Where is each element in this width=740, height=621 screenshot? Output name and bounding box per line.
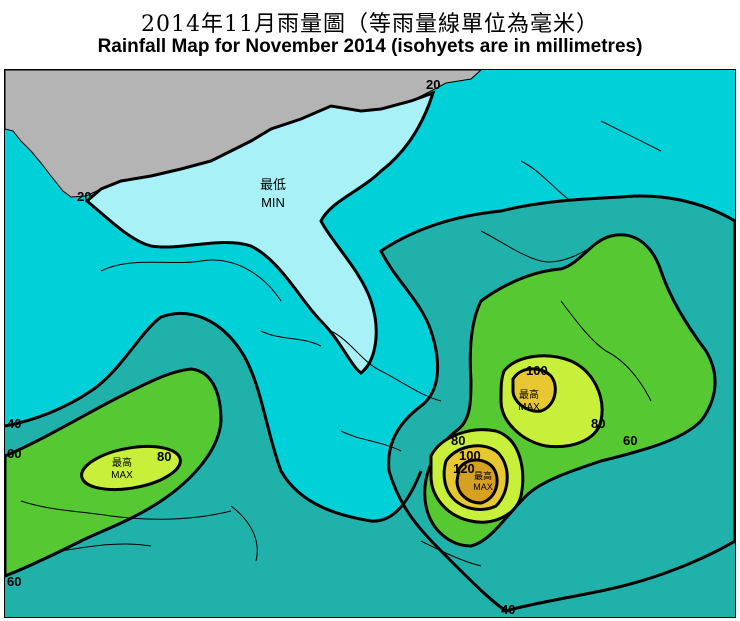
max-east-label-zh: 最高 (519, 388, 539, 401)
isohyet-80-west-max-zone (80, 444, 182, 492)
min-marker: 最低 MIN (260, 177, 286, 210)
max-marker-east: 最高 MAX (518, 388, 540, 413)
max-west-label-en: MAX (111, 470, 133, 481)
isohyet-labels: 20 20 40 40 60 60 60 80 80 80 100 100 12… (7, 77, 637, 617)
label-40-west: 40 (7, 416, 21, 431)
coastlines (20, 120, 662, 567)
label-60-west: 60 (7, 446, 21, 461)
max-east-label-en: MAX (518, 402, 540, 413)
isohyet-band-0-20 (84, 90, 436, 375)
label-80-east: 80 (591, 416, 605, 431)
map-title-chinese: 2014年11月雨量圖（等雨量線單位為毫米） (141, 12, 599, 37)
label-60-southwest: 60 (7, 574, 21, 589)
isohyet-band-100-east (511, 367, 557, 413)
max-marker-west: 最高 MAX (111, 456, 133, 481)
rainfall-map: 20 20 40 40 60 60 60 80 80 80 100 100 12… (4, 69, 736, 618)
label-80-south: 80 (451, 433, 465, 448)
label-100-south: 100 (459, 448, 481, 463)
max-south-label-en: MAX (473, 482, 493, 492)
min-label-zh: 最低 (260, 177, 286, 192)
isohyet-band-120-south (455, 458, 499, 505)
label-60-east: 60 (623, 433, 637, 448)
label-100-east: 100 (526, 363, 548, 378)
label-40-south: 40 (501, 602, 515, 617)
max-marker-south: 最高 MAX (473, 470, 493, 492)
label-120-south: 120 (453, 461, 475, 476)
max-west-label-zh: 最高 (112, 456, 132, 469)
label-20-top: 20 (426, 77, 440, 92)
isohyet-40-west-line (5, 312, 423, 523)
map-title-english: Rainfall Map for November 2014 (isohyets… (97, 36, 643, 57)
max-south-label-zh: 最高 (474, 470, 492, 481)
label-80-west: 80 (157, 449, 171, 464)
min-label-en: MIN (261, 195, 285, 210)
label-20-left: 20 (77, 189, 91, 204)
